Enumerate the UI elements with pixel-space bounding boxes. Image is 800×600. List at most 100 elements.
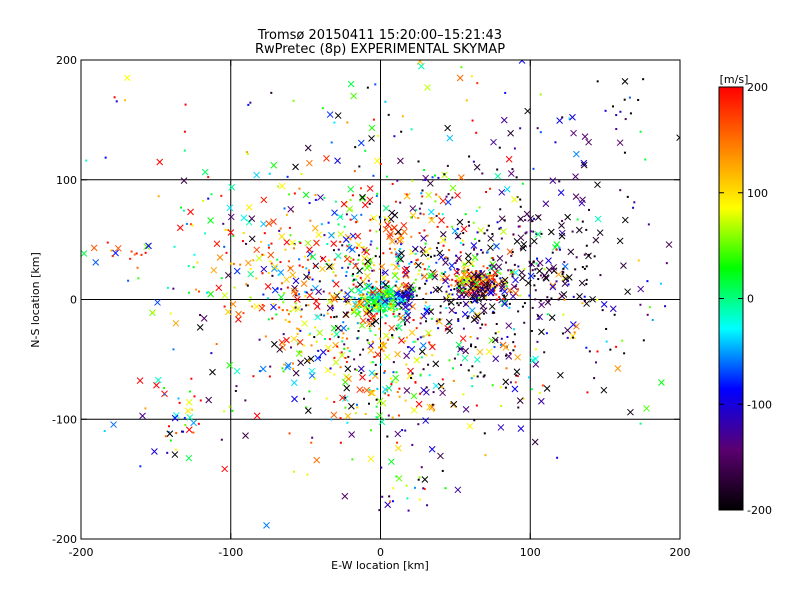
scatter-point-dot: [261, 272, 264, 275]
scatter-point-x: [569, 332, 577, 340]
scatter-point-x: [344, 290, 351, 298]
scatter-point-x: [519, 244, 527, 252]
scatter-point-dot: [358, 311, 361, 314]
scatter-point-dot: [424, 178, 427, 181]
scatter-point-dot: [280, 282, 283, 285]
scatter-point-dot: [367, 292, 370, 295]
scatter-point-dot: [391, 416, 394, 419]
scatter-point-x: [460, 225, 468, 233]
scatter-point-x: [494, 172, 502, 180]
scatter-point-dot: [482, 294, 485, 297]
scatter-point-dot: [561, 273, 564, 276]
scatter-point-x: [260, 220, 267, 228]
scatter-point-dot: [461, 239, 464, 242]
scatter-point-dot: [404, 429, 407, 432]
scatter-point-dot: [311, 278, 314, 281]
scatter-point-dot: [414, 248, 417, 251]
scatter-point-dot: [624, 118, 627, 121]
scatter-point-x: [368, 320, 376, 328]
scatter-point-x: [258, 304, 266, 312]
scatter-point-x: [347, 185, 355, 193]
scatter-point-x: [402, 303, 409, 311]
scatter-point-dot: [414, 381, 417, 384]
scatter-point-dot: [535, 262, 538, 265]
scatter-point-dot: [442, 244, 445, 247]
scatter-point-dot: [387, 338, 390, 341]
scatter-point-dot: [270, 91, 273, 94]
scatter-point-dot: [581, 220, 584, 223]
scatter-point-x: [439, 230, 447, 238]
scatter-point-dot: [394, 240, 397, 243]
scatter-point-dot: [481, 172, 484, 175]
scatter-point-dot: [283, 292, 286, 295]
scatter-point-x: [456, 287, 464, 295]
scatter-point-dot: [555, 248, 558, 251]
scatter-point-x: [331, 209, 338, 217]
scatter-point-x: [382, 269, 389, 276]
scatter-point-dot: [517, 265, 520, 268]
scatter-point-x: [488, 303, 496, 310]
scatter-point-x: [313, 239, 320, 247]
scatter-point-x: [448, 262, 456, 269]
scatter-point-x: [395, 324, 403, 332]
scatter-point-dot: [470, 377, 473, 380]
scatter-point-dot: [351, 279, 354, 282]
scatter-point-dot: [486, 251, 489, 254]
scatter-point-x: [267, 251, 275, 259]
scatter-point-x: [517, 425, 525, 433]
scatter-point-dot: [337, 223, 340, 226]
scatter-point-x: [462, 300, 470, 308]
scatter-point-dot: [362, 389, 365, 392]
scatter-point-dot: [517, 406, 520, 409]
scatter-point-dot: [235, 385, 238, 388]
scatter-point-x: [283, 336, 290, 344]
scatter-point-x: [427, 208, 435, 216]
scatter-point-dot: [197, 290, 200, 293]
scatter-point-dot: [371, 390, 374, 393]
scatter-point-dot: [352, 273, 355, 276]
scatter-point-dot: [175, 432, 178, 435]
scatter-point-x: [332, 359, 340, 366]
scatter-point-dot: [583, 295, 586, 298]
scatter-point-dot: [509, 381, 512, 384]
scatter-point-dot: [174, 448, 177, 451]
scatter-point-dot: [448, 359, 451, 362]
scatter-point-dot: [464, 282, 467, 285]
scatter-point-dot: [247, 103, 250, 106]
scatter-point-dot: [308, 202, 311, 205]
scatter-point-x: [379, 399, 387, 407]
scatter-point-x: [363, 283, 371, 290]
scatter-point-dot: [110, 249, 113, 252]
scatter-point-dot: [340, 289, 343, 292]
scatter-point-dot: [488, 271, 491, 274]
scatter-point-x: [366, 185, 374, 192]
scatter-point-dot: [380, 296, 383, 299]
scatter-point-x: [480, 294, 488, 302]
scatter-point-dot: [476, 322, 479, 325]
scatter-point-dot: [381, 271, 384, 274]
scatter-point-x: [313, 303, 321, 310]
scatter-point-dot: [332, 271, 335, 274]
scatter-point-dot: [383, 297, 386, 300]
scatter-point-x: [363, 307, 371, 315]
scatter-point-x: [348, 431, 355, 438]
scatter-point-dot: [417, 273, 420, 276]
scatter-point-x: [112, 249, 119, 257]
scatter-point-dot: [519, 205, 522, 208]
scatter-point-x: [565, 274, 573, 281]
scatter-point-dot: [323, 337, 326, 340]
scatter-point-dot: [405, 266, 408, 269]
scatter-point-dot: [412, 281, 415, 284]
scatter-point-dot: [537, 278, 540, 281]
scatter-point-x: [477, 227, 485, 234]
scatter-point-dot: [536, 257, 539, 260]
y-axis-label: N-S location [km]: [29, 252, 42, 348]
scatter-point-x: [429, 343, 436, 351]
scatter-point-dot: [222, 222, 225, 225]
scatter-point-x: [388, 324, 396, 332]
scatter-point-x: [549, 282, 557, 289]
scatter-point-x: [421, 476, 429, 483]
scatter-point-dot: [391, 182, 394, 185]
scatter-point-x: [233, 267, 241, 275]
scatter-point-x: [221, 465, 229, 473]
